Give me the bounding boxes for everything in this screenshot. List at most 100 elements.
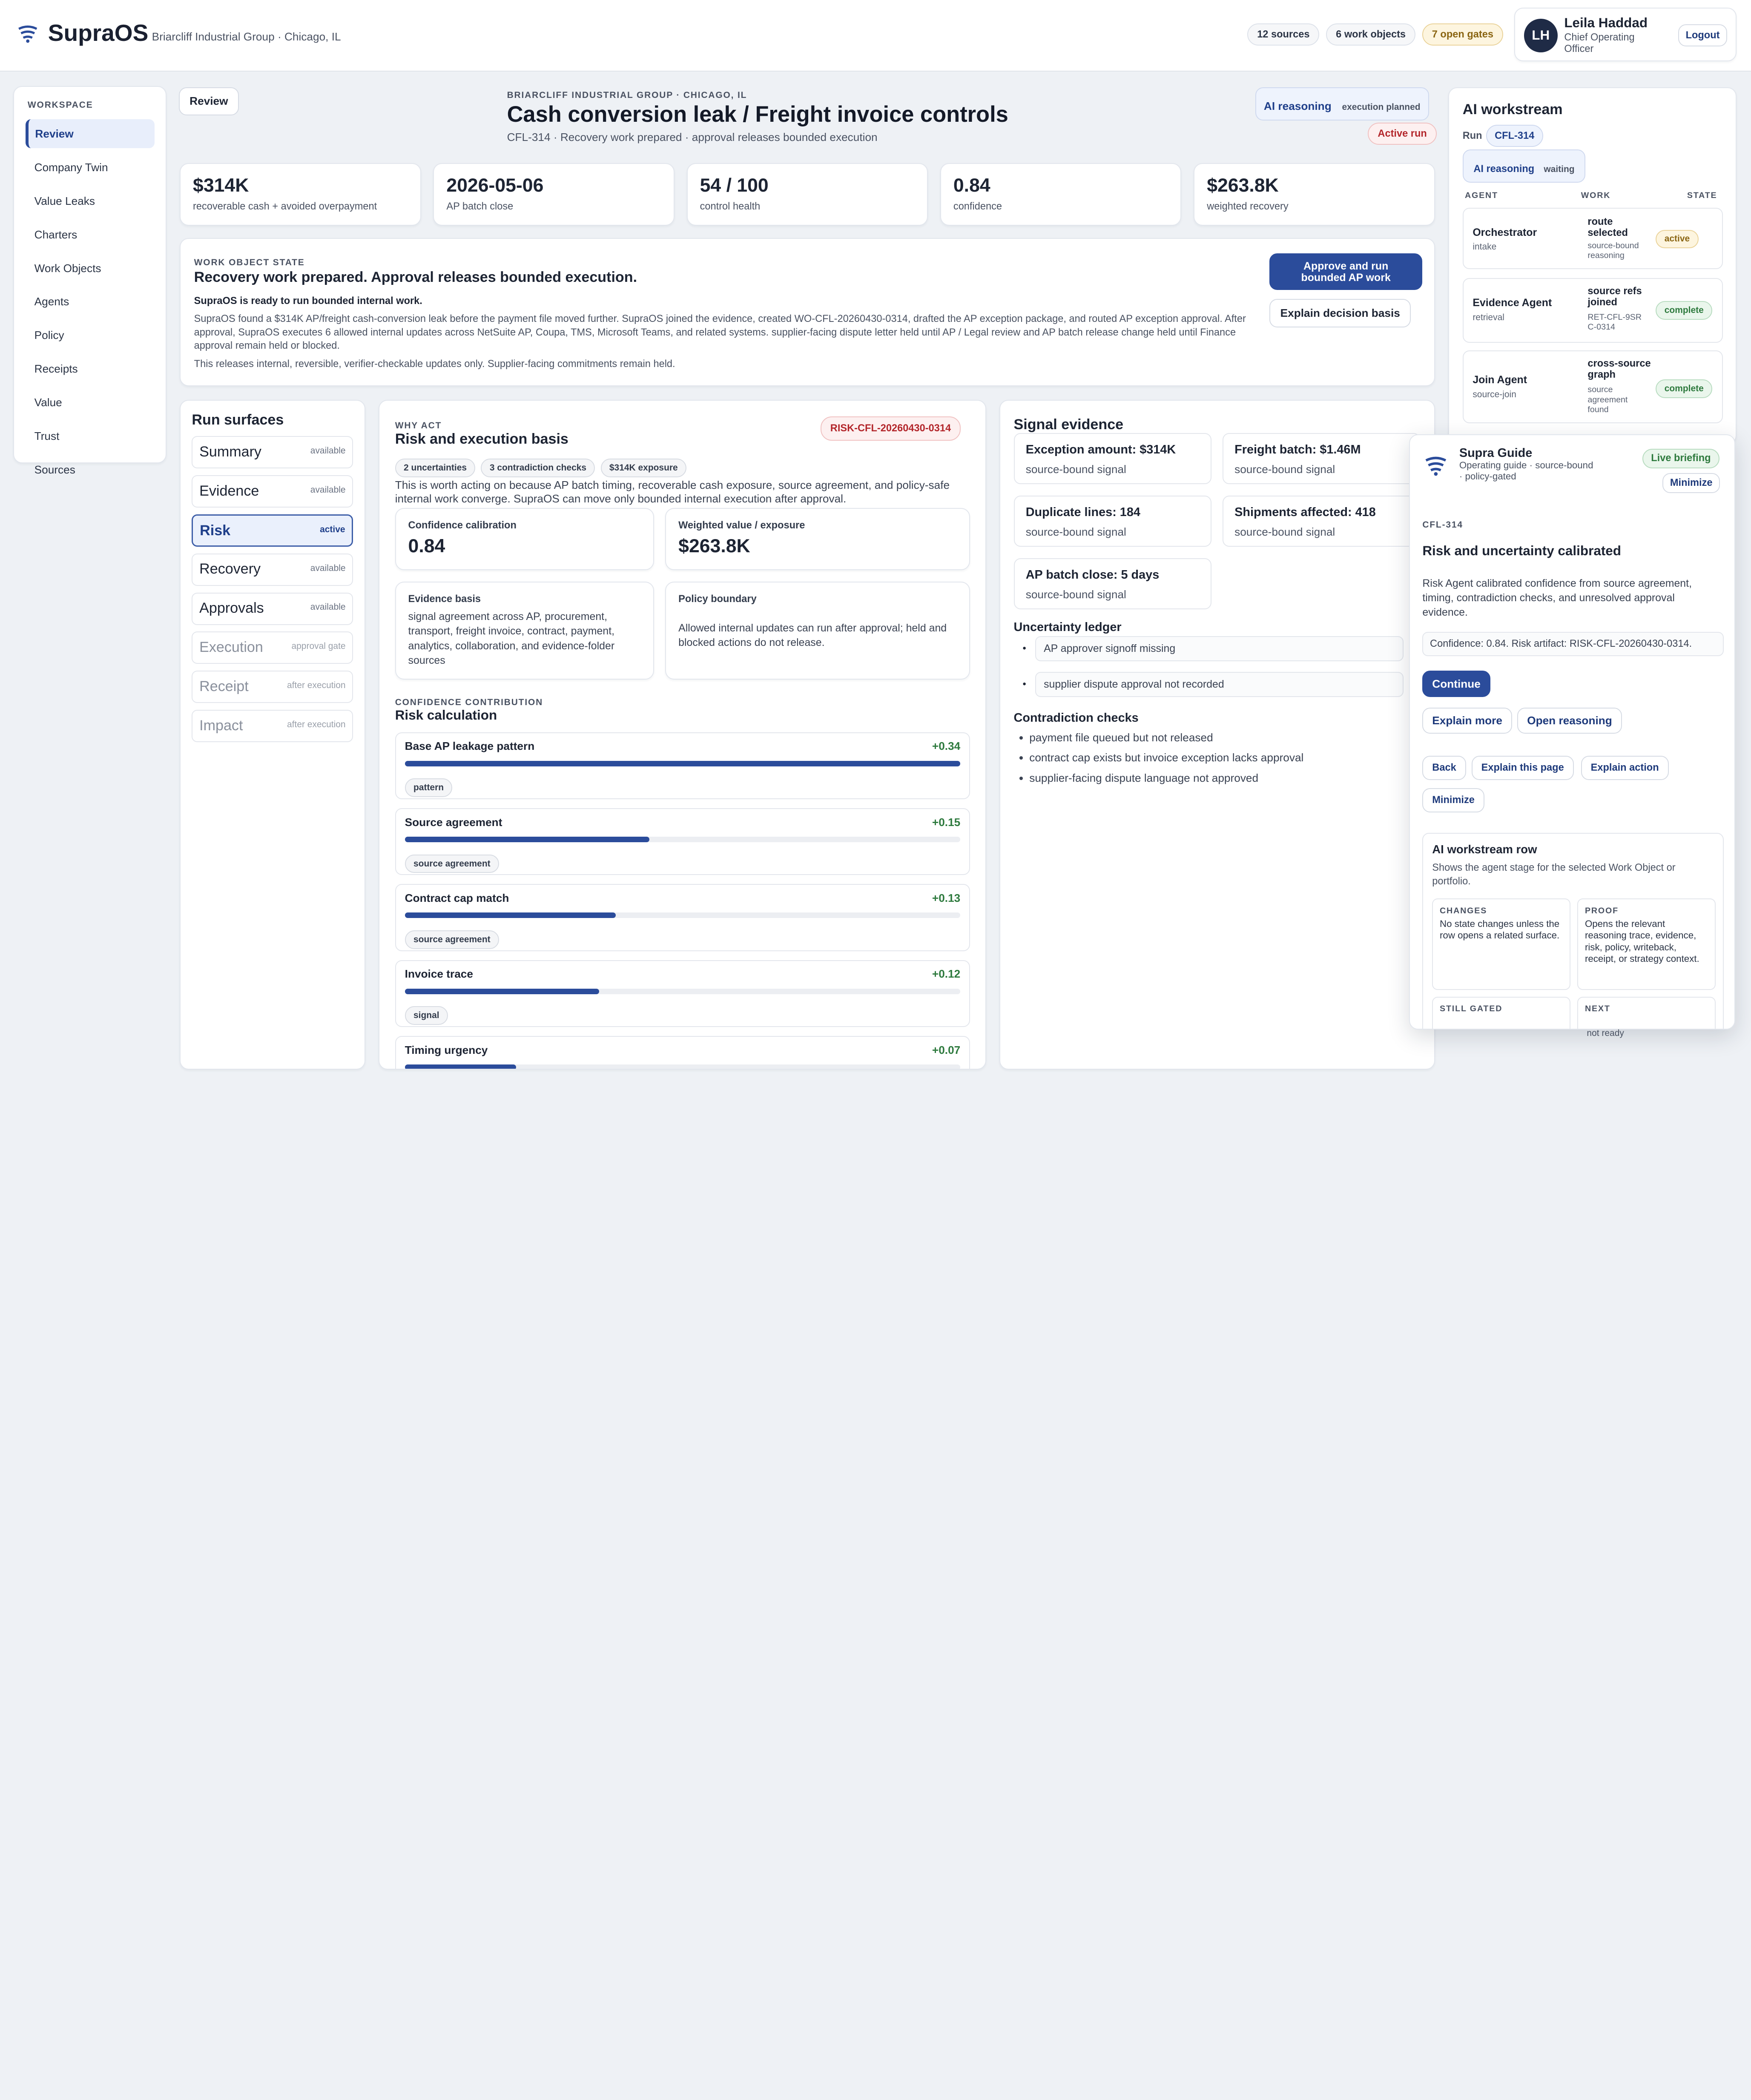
risk-id-badge[interactable]: RISK-CFL-20260430-0314 bbox=[820, 416, 961, 441]
contribution-name: Source agreement bbox=[405, 815, 502, 829]
approve-run-button[interactable]: Approve and run bounded AP work bbox=[1269, 253, 1423, 290]
contribution-name: Base AP leakage pattern bbox=[405, 740, 535, 753]
signal-batch-close[interactable]: AP batch close: 5 days source-bound signa… bbox=[1013, 558, 1211, 610]
guide-name: Supra Guide bbox=[1459, 446, 1533, 460]
agent-work: route selected bbox=[1587, 216, 1628, 239]
open-gates-badge[interactable]: 7 open gates bbox=[1422, 23, 1503, 46]
signal-sub: source-bound signal bbox=[1025, 525, 1126, 538]
kpi-card-confidence[interactable]: 0.84 confidence bbox=[940, 163, 1182, 226]
signal-sub: source-bound signal bbox=[1025, 462, 1126, 476]
back-button[interactable]: Back bbox=[1422, 755, 1466, 780]
sidebar-item-value[interactable]: Value bbox=[34, 396, 62, 409]
ai-reasoning-state: execution planned bbox=[1342, 102, 1421, 112]
surface-evidence[interactable]: Evidence available bbox=[192, 475, 353, 508]
guide-logo-icon bbox=[1424, 453, 1448, 478]
explain-more-button[interactable]: Explain more bbox=[1422, 707, 1512, 734]
surface-summary[interactable]: Summary available bbox=[192, 436, 353, 469]
contribution-value: +0.12 bbox=[932, 967, 961, 981]
brand-name[interactable]: SupraOS bbox=[48, 19, 149, 46]
run-id-badge[interactable]: CFL-314 bbox=[1486, 125, 1543, 147]
surface-risk[interactable]: Risk active bbox=[192, 514, 353, 547]
signal-exception-amount[interactable]: Exception amount: $314K source-bound sign… bbox=[1013, 433, 1211, 485]
surface-recovery[interactable]: Recovery available bbox=[192, 553, 353, 586]
surface-execution[interactable]: Execution approval gate bbox=[192, 631, 353, 664]
page-subtitle: CFL-314 · Recovery work prepared · appro… bbox=[507, 130, 878, 143]
workstream-title: AI workstream bbox=[1462, 101, 1563, 118]
explain-page-button[interactable]: Explain this page bbox=[1471, 755, 1574, 780]
review-button[interactable]: Review bbox=[178, 87, 239, 116]
sidebar-item-work-objects[interactable]: Work Objects bbox=[34, 261, 101, 275]
sidebar-item-sources[interactable]: Sources bbox=[34, 463, 75, 476]
surface-name: Recovery bbox=[199, 561, 261, 577]
surface-state: available bbox=[310, 602, 346, 612]
surface-name: Risk bbox=[200, 522, 231, 539]
kpi-card-batch-close[interactable]: 2026-05-06 AP batch close bbox=[433, 163, 675, 226]
sidebar-item-review[interactable]: Review bbox=[25, 119, 155, 149]
sidebar-item-trust[interactable]: Trust bbox=[34, 430, 60, 443]
sidebar-heading: WORKSPACE bbox=[27, 100, 93, 110]
agent-type: source-join bbox=[1473, 389, 1516, 399]
guide-code: CFL-314 bbox=[1422, 520, 1463, 530]
contradiction-title: Contradiction checks bbox=[1013, 711, 1139, 725]
agent-row-evidence[interactable]: Evidence Agent retrieval source refs joi… bbox=[1463, 278, 1723, 343]
signal-duplicate-lines[interactable]: Duplicate lines: 184 source-bound signal bbox=[1013, 495, 1211, 547]
sidebar-item-receipts[interactable]: Receipts bbox=[34, 362, 78, 376]
guide-minimize-button-2[interactable]: Minimize bbox=[1422, 788, 1484, 812]
agent-name: Join Agent bbox=[1473, 373, 1527, 386]
signal-freight-batch[interactable]: Freight batch: $1.46M source-bound signal bbox=[1222, 433, 1421, 485]
contribution-bar bbox=[405, 1064, 961, 1069]
workstream-ai-status[interactable]: AI reasoning waiting bbox=[1462, 149, 1586, 183]
proof-box: PROOF Opens the relevant reasoning trace… bbox=[1577, 898, 1716, 990]
avatar[interactable]: LH bbox=[1524, 18, 1558, 52]
live-briefing-badge[interactable]: Live briefing bbox=[1642, 448, 1719, 469]
contradiction-item: supplier-facing dispute language not app… bbox=[1029, 768, 1303, 788]
agent-row-join[interactable]: Join Agent source-join cross-source grap… bbox=[1463, 350, 1723, 423]
ai-reasoning-status[interactable]: AI reasoning execution planned bbox=[1255, 87, 1429, 120]
active-run-badge[interactable]: Active run bbox=[1368, 123, 1437, 145]
surface-name: Execution bbox=[199, 639, 263, 656]
tag-uncertainties: 2 uncertainties bbox=[395, 459, 476, 477]
guide-minimize-button[interactable]: Minimize bbox=[1662, 473, 1720, 493]
agent-work: cross-source graph bbox=[1587, 358, 1651, 381]
kpi-card-recoverable[interactable]: $314K recoverable cash + avoided overpay… bbox=[180, 163, 421, 226]
explain-action-button[interactable]: Explain action bbox=[1581, 755, 1669, 780]
col-state: STATE bbox=[1687, 190, 1717, 200]
kpi-label: control health bbox=[700, 201, 761, 212]
contribution-tag: source agreement bbox=[405, 930, 499, 949]
agent-row-orchestrator[interactable]: Orchestrator intake route selected sourc… bbox=[1463, 207, 1723, 269]
sources-badge[interactable]: 12 sources bbox=[1247, 23, 1320, 46]
logout-button[interactable]: Logout bbox=[1678, 24, 1728, 47]
contribution-bar-fill bbox=[405, 760, 961, 766]
kpi-value: 2026-05-06 bbox=[446, 175, 544, 196]
policy-boundary-card: Policy boundary Allowed internal updates… bbox=[665, 581, 970, 680]
surface-impact[interactable]: Impact after execution bbox=[192, 709, 353, 742]
sidebar-item-agents[interactable]: Agents bbox=[34, 295, 69, 308]
changes-label: CHANGES bbox=[1440, 906, 1487, 915]
sidebar-item-charters[interactable]: Charters bbox=[34, 228, 78, 241]
explain-decision-button[interactable]: Explain decision basis bbox=[1269, 299, 1411, 327]
sidebar-item-company-twin[interactable]: Company Twin bbox=[34, 161, 108, 174]
contribution-tag: signal bbox=[405, 1006, 448, 1025]
kpi-card-weighted-recovery[interactable]: $263.8K weighted recovery bbox=[1194, 163, 1435, 226]
surface-state: available bbox=[310, 485, 346, 495]
surface-approvals[interactable]: Approvals available bbox=[192, 592, 353, 625]
kpi-card-control-health[interactable]: 54 / 100 control health bbox=[686, 163, 928, 226]
sidebar-item-policy[interactable]: Policy bbox=[34, 329, 64, 342]
kpi-value: 0.84 bbox=[953, 175, 990, 196]
contradiction-item: payment file queued but not released bbox=[1029, 728, 1303, 748]
workstream-row-explainer: AI workstream row Shows the agent stage … bbox=[1422, 832, 1724, 1029]
surface-state: active bbox=[320, 524, 345, 534]
signal-value: Freight batch: $1.46M bbox=[1234, 442, 1361, 456]
work-objects-badge[interactable]: 6 work objects bbox=[1326, 23, 1416, 46]
continue-button[interactable]: Continue bbox=[1422, 671, 1490, 697]
surface-state: approval gate bbox=[291, 641, 346, 651]
open-reasoning-button[interactable]: Open reasoning bbox=[1517, 707, 1622, 734]
kpi-label: recoverable cash + avoided overpayment bbox=[193, 201, 377, 212]
sidebar-item-value-leaks[interactable]: Value Leaks bbox=[34, 194, 95, 207]
col-work: WORK bbox=[1581, 190, 1611, 200]
surface-state: after execution bbox=[287, 719, 346, 729]
kpi-label: confidence bbox=[953, 201, 1002, 212]
signal-shipments[interactable]: Shipments affected: 418 source-bound sign… bbox=[1222, 495, 1421, 547]
surface-receipt[interactable]: Receipt after execution bbox=[192, 671, 353, 703]
signal-evidence-panel: Signal evidence Exception amount: $314K s… bbox=[999, 399, 1435, 1070]
